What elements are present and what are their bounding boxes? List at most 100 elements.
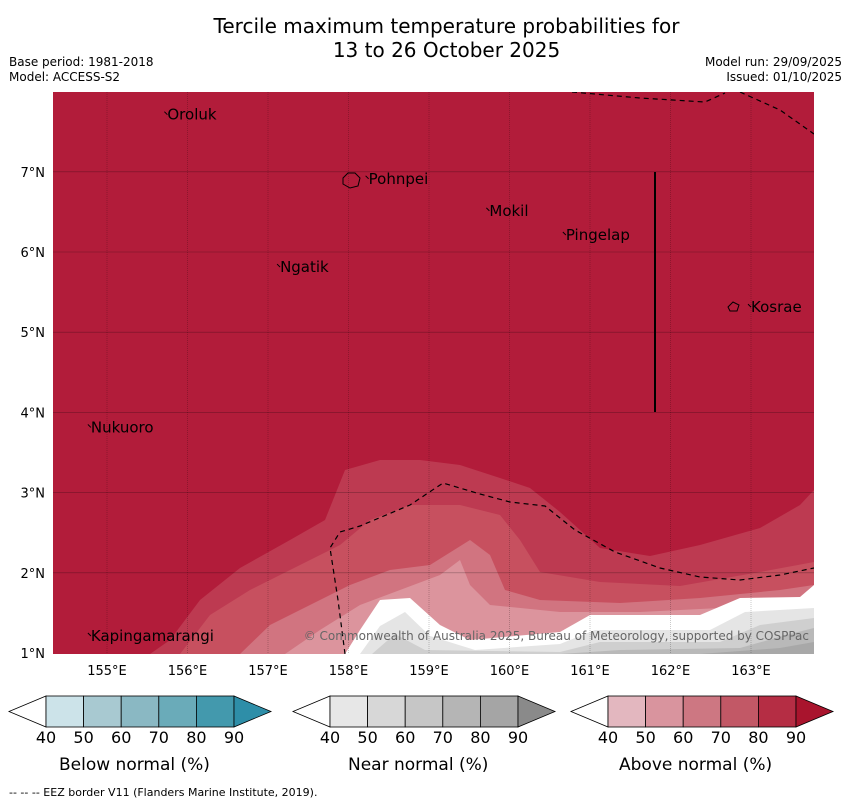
map-title: Tercile maximum temperature probabilitie… <box>0 14 850 62</box>
colorbar-segment <box>720 695 759 728</box>
place-marker <box>276 263 281 268</box>
colorbar-tick-label: 70 <box>149 728 169 747</box>
place-marker <box>87 424 92 428</box>
colorbar-min-arrow <box>291 695 331 728</box>
lon-tick-label: 155°E <box>87 664 127 679</box>
colorbar-segment <box>158 695 197 728</box>
eez-border-north <box>571 92 814 135</box>
colorbar-segment <box>607 695 646 728</box>
colorbar-tick-label: 50 <box>73 728 93 747</box>
colorbar-segment <box>479 695 519 728</box>
issued-date: Issued: 01/10/2025 <box>726 70 842 84</box>
place-label: Mokil <box>489 202 528 220</box>
lon-tick-label: 158°E <box>329 664 369 679</box>
lon-tick-label: 163°E <box>731 664 771 679</box>
title-line-2: 13 to 26 October 2025 <box>332 38 561 62</box>
colorbar-max-arrow <box>233 695 273 728</box>
lon-tick-label: 162°E <box>651 664 691 679</box>
colorbar-tick-label: 90 <box>786 728 806 747</box>
base-period: Base period: 1981-2018 <box>9 55 154 69</box>
lat-tick-label: 6°N <box>21 246 46 261</box>
eez-border-south <box>329 482 814 654</box>
lon-tick-label: 160°E <box>490 664 530 679</box>
place-label: Ngatik <box>280 258 329 276</box>
model-run: Model run: 29/09/2025 <box>704 55 842 69</box>
colorbar-segment <box>329 695 368 728</box>
place-label: Kosrae <box>751 298 802 316</box>
below-normal-label: Below normal (%) <box>59 755 210 775</box>
lat-tick-label: 2°N <box>21 567 46 582</box>
colorbar: 40 50 60 70 80 90 <box>7 695 273 747</box>
colorbar-tick-label: 90 <box>508 728 528 747</box>
colorbars: 40 50 60 70 80 90 40 50 60 70 80 90 40 50 60 70 80 90 <box>7 695 835 747</box>
kosrae-island <box>727 301 740 312</box>
lat-tick-label: 1°N <box>21 647 46 662</box>
colorbar-segment <box>758 695 797 728</box>
place-marker <box>747 303 752 308</box>
colorbar-tick-label: 90 <box>224 728 244 747</box>
lat-tick-label: 4°N <box>21 406 46 421</box>
place-label: Oroluk <box>167 106 216 124</box>
colorbar-tick-label: 80 <box>186 728 206 747</box>
colorbar-max-arrow <box>517 695 557 728</box>
colorbar-tick-label: 60 <box>673 728 693 747</box>
colorbar-segment <box>45 695 84 728</box>
lon-tick-label: 156°E <box>168 664 208 679</box>
colorbar-segment <box>367 695 406 728</box>
colorbar-tick-label: 40 <box>598 728 618 747</box>
axis-tick-labels: 155°E 156°E 157°E 158°E 159°E 160°E 161°E 162°E… <box>21 166 771 679</box>
place-marker <box>486 207 490 212</box>
lat-tick-label: 5°N <box>21 326 46 341</box>
colorbar-tick-label: 60 <box>395 728 415 747</box>
near-normal-label: Near normal (%) <box>348 755 489 775</box>
model-name: Model: ACCESS-S2 <box>9 70 121 84</box>
title-line-1: Tercile maximum temperature probabilitie… <box>213 14 680 38</box>
colorbar-tick-label: 70 <box>433 728 453 747</box>
place-labels: Oroluk Pohnpei Mokil Pingelap Ngatik Kosrae Nu… <box>87 106 802 645</box>
place-label: Nukuoro <box>91 418 154 436</box>
colorbar-max-arrow <box>795 695 835 728</box>
colorbar-tick-label: 40 <box>36 728 56 747</box>
colorbar-segment <box>83 695 122 728</box>
place-label: Pingelap <box>566 226 630 244</box>
place-label: Pohnpei <box>369 170 429 188</box>
place-marker <box>365 175 369 180</box>
colorbar-tick-label: 40 <box>320 728 340 747</box>
colorbar-segment <box>404 695 444 728</box>
place-marker <box>562 231 567 236</box>
colorbar-tick-label: 50 <box>635 728 655 747</box>
colorbar-segment <box>442 695 481 728</box>
colorbar-tick-label: 70 <box>711 728 731 747</box>
eez-footnote: -- -- -- EEZ border V11 (Flanders Marine… <box>9 786 318 799</box>
near-band-70 <box>560 628 814 654</box>
colorbar: 40 50 60 70 80 90 <box>291 695 557 747</box>
meta-left: Base period: 1981-2018 Model: ACCESS-S2 <box>9 55 154 85</box>
colorbar: 40 50 60 70 80 90 <box>569 695 835 747</box>
place-marker <box>164 111 168 116</box>
lon-tick-label: 157°E <box>248 664 288 679</box>
copyright-notice: © Commonwealth of Australia 2025, Bureau… <box>304 629 809 643</box>
colorbar-min-arrow <box>569 695 609 728</box>
colorbar-segment <box>682 695 722 728</box>
colorbar-segment <box>195 695 235 728</box>
near-band-80 <box>700 642 814 654</box>
colorbar-tick-label: 80 <box>748 728 768 747</box>
colorbar-tick-label: 80 <box>470 728 490 747</box>
colorbar-tick-label: 60 <box>111 728 131 747</box>
graticule <box>53 92 814 654</box>
place-marker <box>87 632 92 637</box>
pohnpei-island <box>342 172 361 189</box>
lon-tick-label: 159°E <box>409 664 449 679</box>
place-label: Kapingamarangi <box>91 627 214 645</box>
near-band-60 <box>372 618 814 654</box>
above-normal-label: Above normal (%) <box>619 755 773 775</box>
colorbar-tick-label: 50 <box>357 728 377 747</box>
colorbar-segment <box>120 695 160 728</box>
colorbar-min-arrow <box>7 695 47 728</box>
map-plot-area: Oroluk Pohnpei Mokil Pingelap Ngatik Kosrae Nu… <box>53 92 814 654</box>
meta-right: Model run: 29/09/2025 Issued: 01/10/2025 <box>705 55 842 85</box>
lat-tick-label: 3°N <box>21 487 46 502</box>
lon-tick-label: 161°E <box>570 664 610 679</box>
colorbar-segment <box>645 695 684 728</box>
